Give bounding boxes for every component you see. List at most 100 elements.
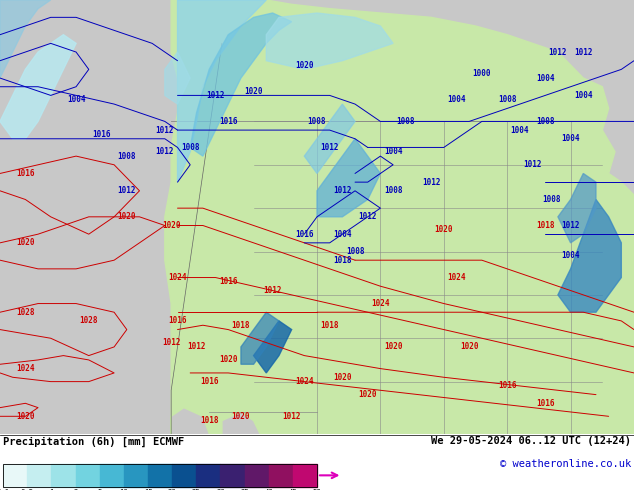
Text: 30: 30 <box>216 489 225 490</box>
Text: 5: 5 <box>98 489 102 490</box>
Text: 1004: 1004 <box>447 95 466 104</box>
Text: 50: 50 <box>313 489 321 490</box>
Text: 1008: 1008 <box>384 186 403 196</box>
Text: 1020: 1020 <box>295 61 314 70</box>
Text: 1016: 1016 <box>16 169 35 178</box>
Text: 1020: 1020 <box>358 390 377 399</box>
Text: 1028: 1028 <box>16 308 35 317</box>
Text: 1008: 1008 <box>536 117 555 126</box>
Text: 1020: 1020 <box>117 212 136 221</box>
Text: 1016: 1016 <box>92 130 111 139</box>
Text: 1008: 1008 <box>542 195 561 204</box>
Text: 1020: 1020 <box>244 87 263 96</box>
Text: 15: 15 <box>144 489 152 490</box>
Bar <box>269 464 293 487</box>
Polygon shape <box>304 104 355 173</box>
Text: 1008: 1008 <box>498 95 517 104</box>
Text: 1012: 1012 <box>206 91 225 100</box>
Text: 1012: 1012 <box>523 160 542 169</box>
Text: 1012: 1012 <box>263 286 282 295</box>
Text: 1018: 1018 <box>200 416 219 425</box>
Text: 1020: 1020 <box>384 343 403 351</box>
Text: 20: 20 <box>168 489 176 490</box>
Polygon shape <box>165 0 634 434</box>
Text: 1028: 1028 <box>79 317 98 325</box>
Text: 1024: 1024 <box>371 299 390 308</box>
Text: 1016: 1016 <box>219 117 238 126</box>
Polygon shape <box>266 13 393 70</box>
Polygon shape <box>165 52 190 104</box>
Text: 1018: 1018 <box>333 256 352 265</box>
Text: 1020: 1020 <box>16 238 35 247</box>
Text: 1008: 1008 <box>181 143 200 152</box>
Bar <box>148 464 172 487</box>
Text: 1012: 1012 <box>187 343 206 351</box>
Polygon shape <box>558 199 621 312</box>
Text: 1004: 1004 <box>333 230 352 239</box>
Polygon shape <box>178 0 266 182</box>
Text: © weatheronline.co.uk: © weatheronline.co.uk <box>500 459 631 469</box>
Polygon shape <box>317 139 380 217</box>
Text: 1020: 1020 <box>162 221 181 230</box>
Polygon shape <box>241 312 279 364</box>
Text: 1018: 1018 <box>536 221 555 230</box>
Text: 1004: 1004 <box>67 95 86 104</box>
Bar <box>197 464 221 487</box>
Bar <box>124 464 148 487</box>
Text: 1004: 1004 <box>561 134 580 143</box>
Text: 1004: 1004 <box>510 125 529 135</box>
Text: 1004: 1004 <box>574 91 593 100</box>
Bar <box>172 464 197 487</box>
Bar <box>245 464 269 487</box>
Text: 1016: 1016 <box>219 277 238 286</box>
Text: 1018: 1018 <box>320 321 339 330</box>
Text: 1012: 1012 <box>162 338 181 347</box>
Polygon shape <box>0 35 76 139</box>
Text: 1016: 1016 <box>295 230 314 239</box>
Text: 10: 10 <box>119 489 128 490</box>
Bar <box>3 464 27 487</box>
Text: 1016: 1016 <box>536 399 555 408</box>
Text: 1024: 1024 <box>16 364 35 373</box>
Text: 1012: 1012 <box>574 48 593 56</box>
Text: 1016: 1016 <box>498 381 517 391</box>
Text: 1024: 1024 <box>168 273 187 282</box>
Text: 1012: 1012 <box>155 147 174 156</box>
Text: 1012: 1012 <box>320 143 339 152</box>
Text: Precipitation (6h) [mm] ECMWF: Precipitation (6h) [mm] ECMWF <box>3 437 184 447</box>
Text: 2: 2 <box>74 489 78 490</box>
Bar <box>51 464 75 487</box>
Polygon shape <box>254 321 292 373</box>
Polygon shape <box>558 173 596 243</box>
Text: 1020: 1020 <box>231 412 250 421</box>
Text: 0.1: 0.1 <box>0 489 10 490</box>
Polygon shape <box>190 13 292 156</box>
Text: 1016: 1016 <box>200 377 219 386</box>
Text: 40: 40 <box>264 489 273 490</box>
Text: 1008: 1008 <box>346 247 365 256</box>
Bar <box>3 464 317 487</box>
Text: 1020: 1020 <box>16 412 35 421</box>
Text: 1004: 1004 <box>561 251 580 260</box>
Text: 1008: 1008 <box>307 117 327 126</box>
Text: We 29-05-2024 06..12 UTC (12+24): We 29-05-2024 06..12 UTC (12+24) <box>431 437 631 446</box>
Text: 1012: 1012 <box>548 48 567 56</box>
Text: 1020: 1020 <box>219 355 238 365</box>
Text: 1024: 1024 <box>447 273 466 282</box>
Text: 25: 25 <box>192 489 201 490</box>
Text: 1004: 1004 <box>536 74 555 82</box>
Text: 1012: 1012 <box>155 125 174 135</box>
Text: 45: 45 <box>288 489 297 490</box>
Text: 0.5: 0.5 <box>21 489 34 490</box>
Text: 35: 35 <box>240 489 249 490</box>
Text: 1020: 1020 <box>434 225 453 234</box>
Text: 1000: 1000 <box>472 69 491 78</box>
Text: 1012: 1012 <box>117 186 136 196</box>
Text: 1012: 1012 <box>282 412 301 421</box>
Text: 1016: 1016 <box>168 317 187 325</box>
Bar <box>100 464 124 487</box>
Text: 1012: 1012 <box>422 178 441 187</box>
Bar <box>75 464 100 487</box>
Text: 1012: 1012 <box>561 221 580 230</box>
Bar <box>293 464 317 487</box>
